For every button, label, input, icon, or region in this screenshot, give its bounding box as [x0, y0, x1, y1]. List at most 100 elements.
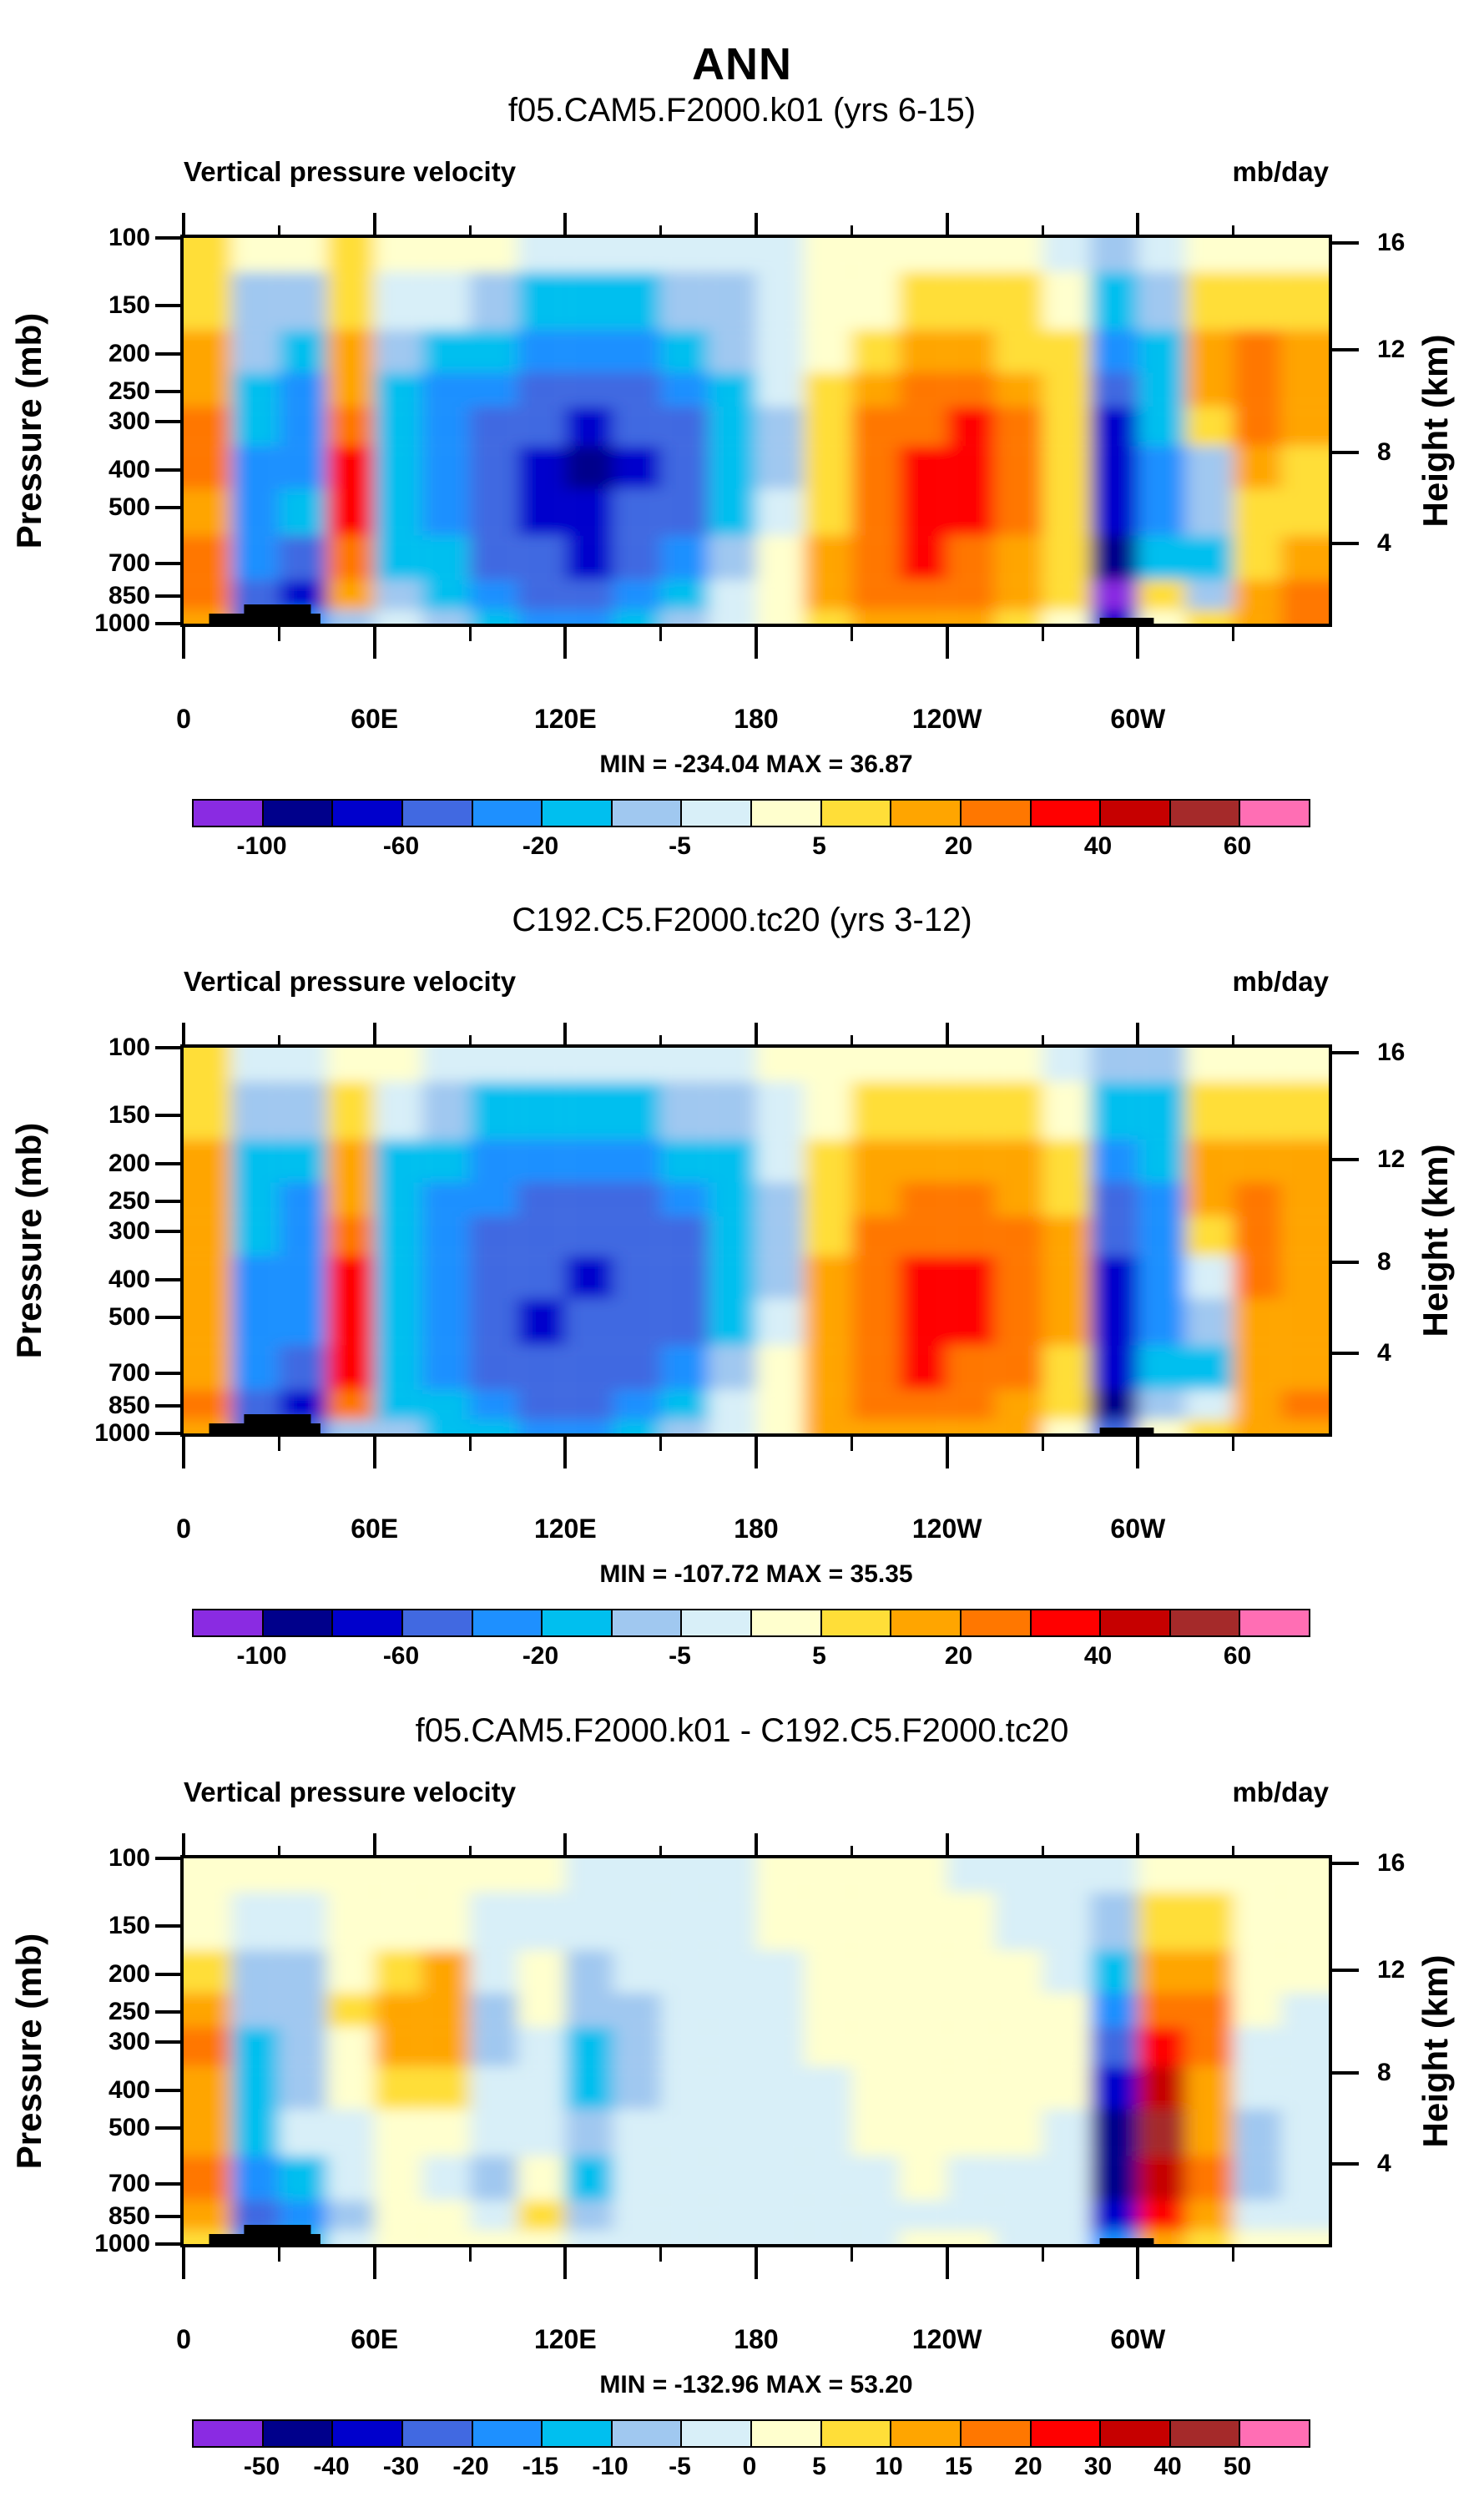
colorbar-cell: [333, 1610, 401, 1635]
field-cell: [374, 1892, 422, 1951]
pressure-tick-label: 250: [108, 1997, 150, 2025]
height-tick: [1329, 1862, 1359, 1865]
field-cell: [470, 535, 518, 580]
field-cell: [421, 535, 470, 580]
field-cell: [1233, 609, 1281, 624]
field-cell: [899, 1858, 947, 1893]
colorbar-tick-label: 5: [812, 2453, 826, 2480]
field-cell: [1138, 446, 1186, 489]
colorbar-cell: [472, 801, 542, 826]
pressure-tick-label: 400: [108, 456, 150, 484]
field-cell: [184, 1389, 232, 1420]
field-cell: [899, 488, 947, 536]
field-cell: [470, 2230, 518, 2244]
field-cell: [421, 2066, 470, 2110]
field-cell: [517, 2109, 566, 2156]
field-cell: [1280, 1256, 1329, 1299]
lon-major-tick: [755, 1433, 758, 1468]
field-cell: [946, 2200, 995, 2231]
lon-minor-tick-top: [850, 225, 853, 238]
field-cell: [1185, 1256, 1234, 1299]
colorbar-cell: [194, 1610, 262, 1635]
field-cell: [1233, 238, 1281, 272]
field-cell: [1233, 579, 1281, 610]
field-cell: [804, 1950, 852, 1994]
panel-top: f05.CAM5.F2000.k01 (yrs 6-15) Vertical p…: [0, 63, 1484, 877]
colorbar-cell: [1101, 1610, 1169, 1635]
field-cell: [184, 1858, 232, 1893]
lon-major-tick: [1136, 1433, 1140, 1468]
field-cell: [804, 488, 852, 536]
field-cell: [421, 446, 470, 489]
field-cell: [613, 2200, 661, 2231]
colorbar-tick-label: 50: [1223, 2453, 1252, 2480]
field-cell: [1090, 1345, 1138, 1390]
pressure-tick: [155, 2040, 184, 2045]
field-cell: [851, 1950, 900, 1994]
lon-minor-tick: [659, 2244, 663, 2262]
field-cell: [326, 446, 375, 489]
field-cell: [851, 330, 900, 373]
colorbar-cell: [1240, 1610, 1309, 1635]
colorbar-cell: [1170, 2421, 1239, 2446]
field-cell: [470, 1140, 518, 1183]
panel-title: C192.C5.F2000.tc20 (yrs 3-12): [512, 902, 972, 938]
field-cell: [708, 1216, 756, 1256]
field-cell: [613, 2109, 661, 2156]
field-cell: [1185, 1389, 1234, 1420]
field-cell: [756, 1298, 805, 1346]
field-cell: [326, 238, 375, 272]
field-cell: [470, 1081, 518, 1140]
field-cell: [517, 1298, 566, 1346]
field-cell: [946, 535, 995, 580]
field-cell: [946, 372, 995, 407]
field-cell: [1280, 1048, 1329, 1082]
field-cell: [326, 1389, 375, 1420]
field-cell: [326, 1993, 375, 2028]
topography-silhouette: [244, 2225, 311, 2244]
field-cell: [1042, 2027, 1091, 2067]
field-cell: [1042, 271, 1091, 331]
field-cell: [231, 372, 280, 407]
colorbar-tick-label: 15: [944, 2453, 973, 2480]
lon-minor-tick: [659, 624, 663, 641]
height-tick-label: 16: [1377, 1039, 1406, 1066]
field-cell: [279, 1993, 327, 2028]
lon-tick-label: 0: [176, 2324, 191, 2354]
field-cell: [660, 372, 709, 407]
field-cell: [1185, 1298, 1234, 1346]
field-cell: [1090, 1140, 1138, 1183]
lon-major-tick-top: [945, 213, 949, 238]
field-cell: [613, 238, 661, 272]
field-cell: [899, 2066, 947, 2110]
field-cell: [517, 1345, 566, 1390]
field-cell: [517, 1892, 566, 1951]
field-cell: [804, 1892, 852, 1951]
field-cell: [231, 1298, 280, 1346]
field-cell: [1090, 446, 1138, 489]
field-cell: [184, 1081, 232, 1140]
field-cell: [899, 407, 947, 447]
field-cell: [470, 1419, 518, 1433]
field-cell: [1090, 1048, 1138, 1082]
field-cell: [851, 1298, 900, 1346]
contour-field: [184, 238, 1329, 624]
lon-minor-tick-top: [1232, 1035, 1235, 1048]
field-cell: [708, 1140, 756, 1183]
colorbar-tick-label: -60: [382, 832, 420, 860]
field-cell: [1090, 535, 1138, 580]
topography-silhouette: [1099, 618, 1154, 624]
field-cell: [756, 271, 805, 331]
field-cell: [1233, 2027, 1281, 2067]
field-cell: [421, 1950, 470, 1994]
colorbar-tick-label: 40: [1153, 2453, 1182, 2480]
field-cell: [326, 271, 375, 331]
field-cell: [899, 330, 947, 373]
field-cell: [374, 535, 422, 580]
field-cell: [231, 1993, 280, 2028]
field-cell: [279, 1345, 327, 1390]
field-cell: [279, 372, 327, 407]
field-cell: [421, 330, 470, 373]
field-cell: [374, 1216, 422, 1256]
field-cell: [374, 2156, 422, 2201]
